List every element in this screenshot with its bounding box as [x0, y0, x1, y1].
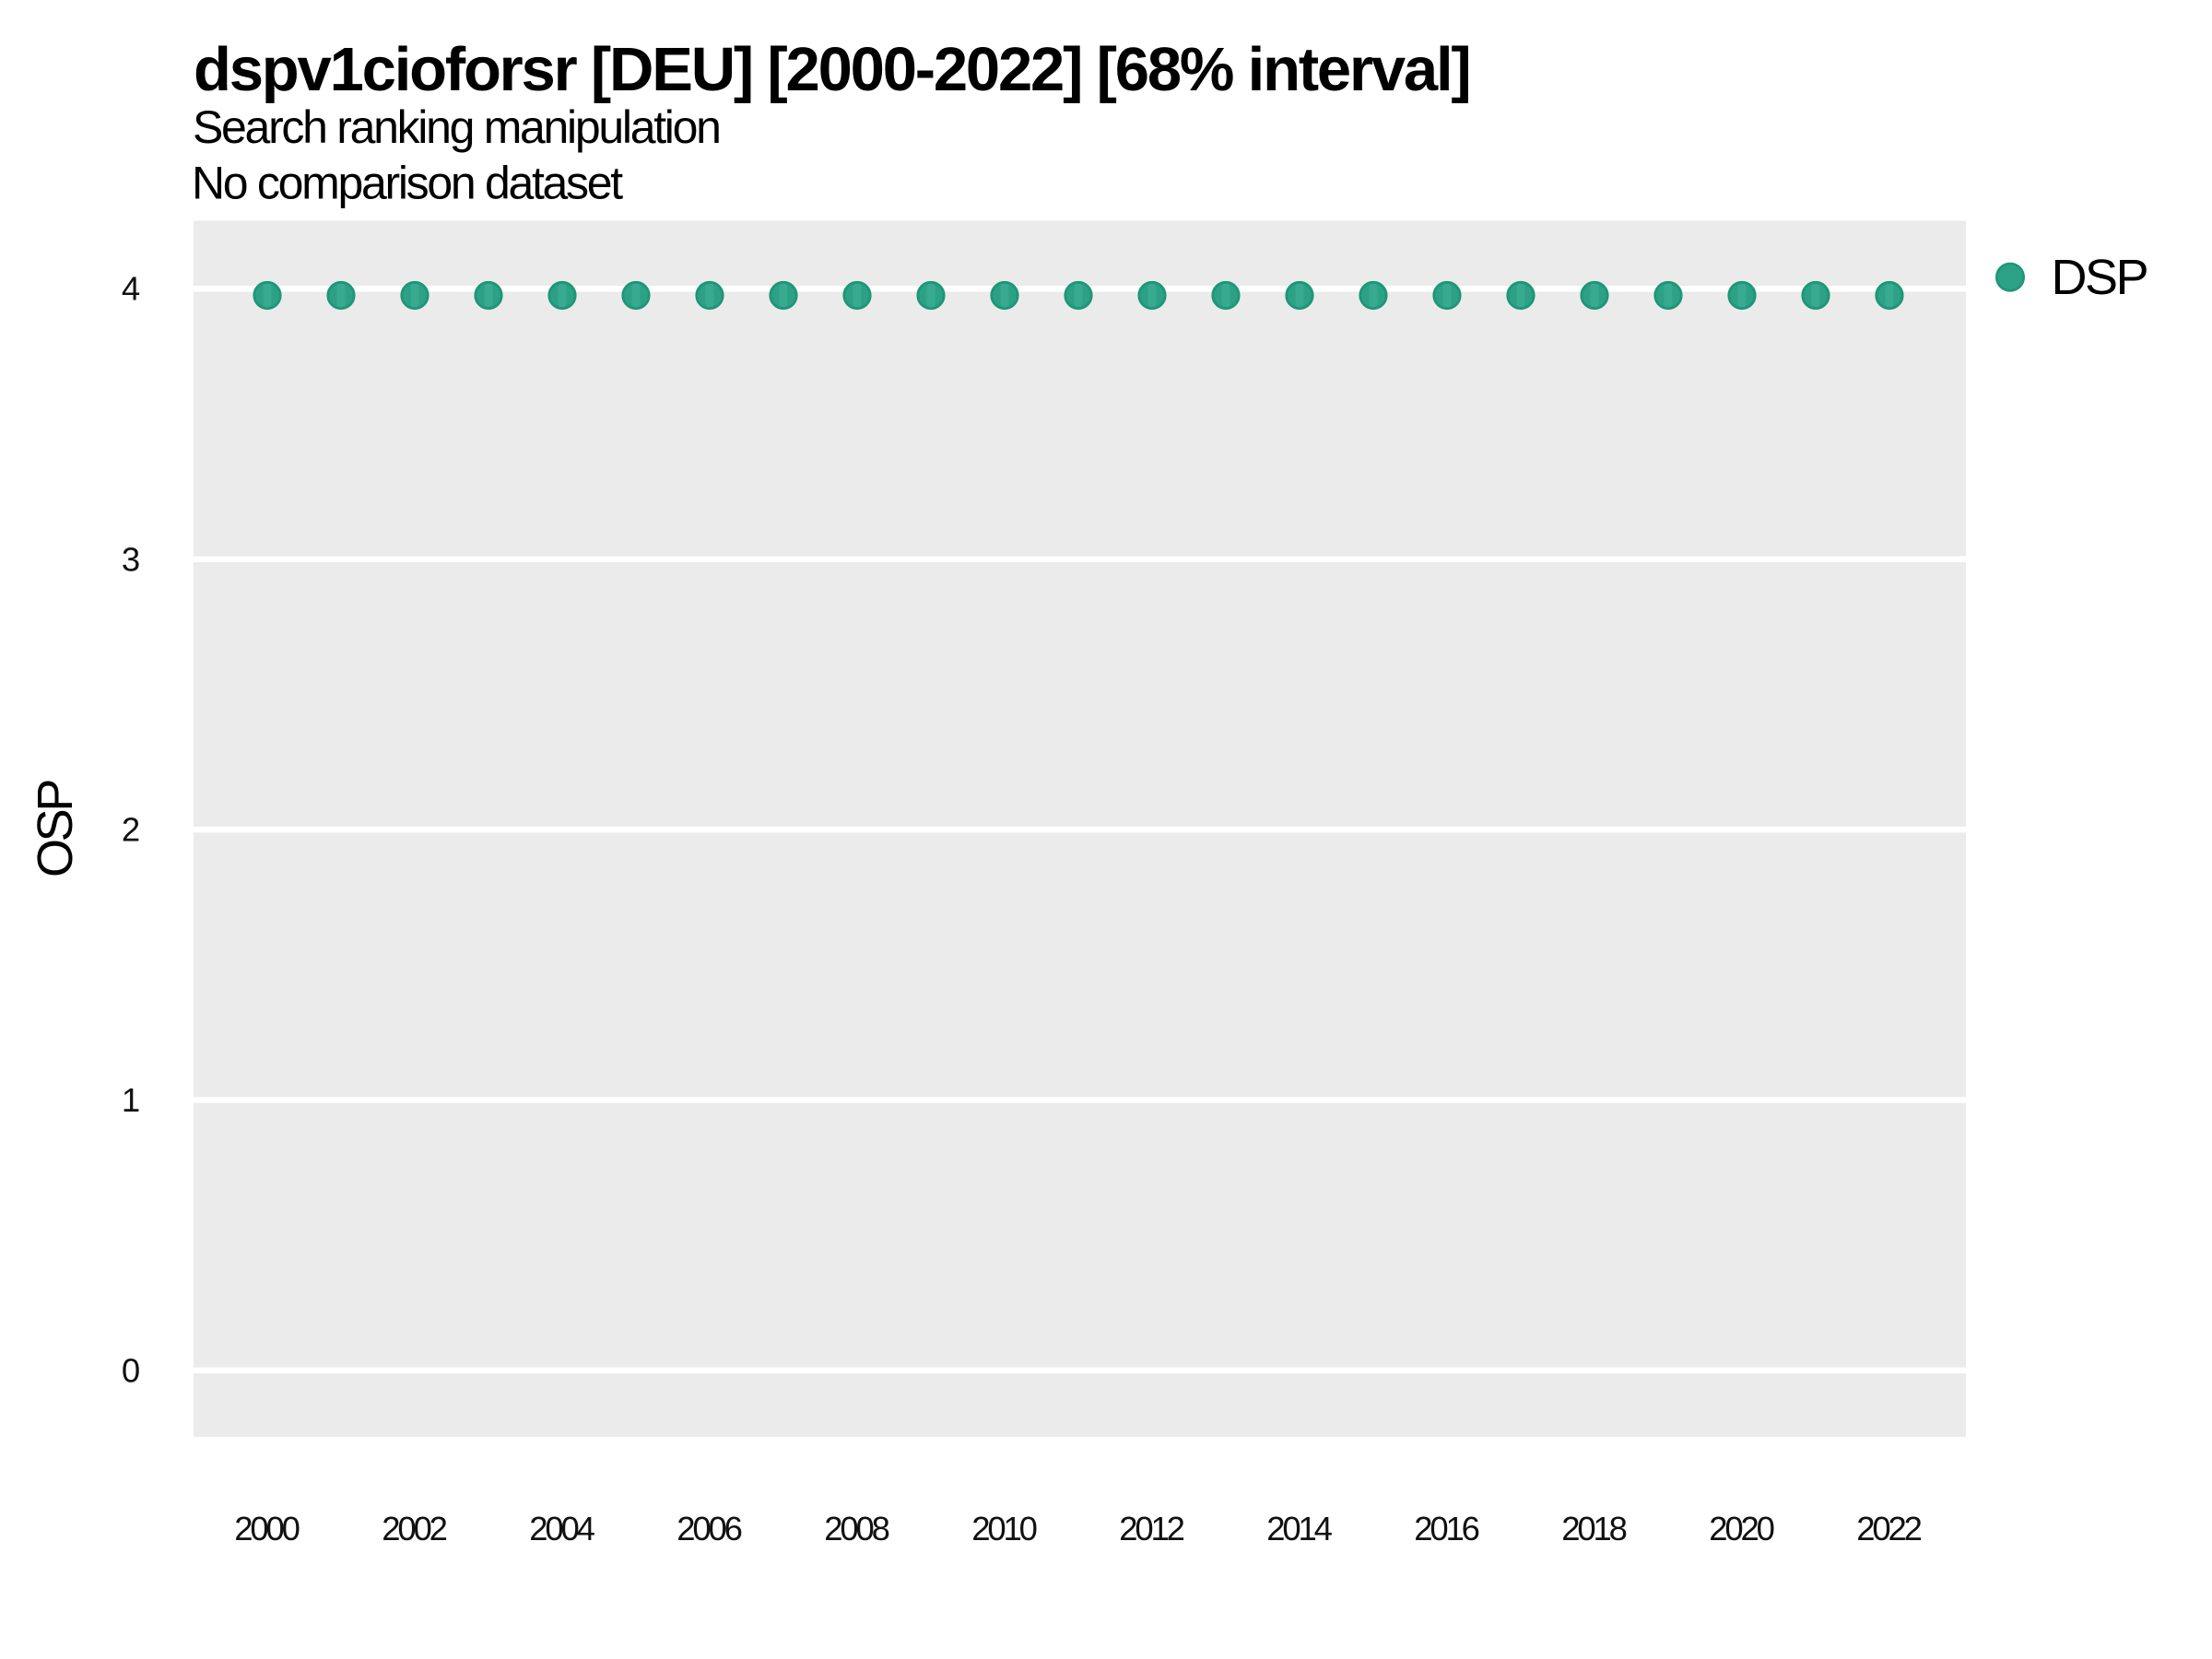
svg-text:3: 3	[122, 540, 139, 578]
svg-text:dspv1cioforsr [DEU] [2000-2022: dspv1cioforsr [DEU] [2000-2022] [68% int…	[194, 35, 1470, 104]
svg-text:2014: 2014	[1266, 1510, 1332, 1547]
svg-text:Search ranking manipulation: Search ranking manipulation	[193, 101, 720, 153]
svg-text:2016: 2016	[1414, 1510, 1478, 1547]
svg-text:4: 4	[122, 270, 140, 308]
svg-text:0: 0	[122, 1351, 139, 1389]
svg-text:No comparison dataset: No comparison dataset	[192, 158, 623, 209]
svg-text:2004: 2004	[529, 1510, 594, 1547]
svg-text:2022: 2022	[1856, 1510, 1921, 1547]
svg-text:2000: 2000	[234, 1510, 299, 1547]
svg-text:2020: 2020	[1709, 1510, 1773, 1547]
svg-text:2008: 2008	[824, 1510, 888, 1547]
svg-text:OSP: OSP	[28, 781, 83, 877]
svg-text:2018: 2018	[1561, 1510, 1626, 1547]
svg-text:2: 2	[122, 811, 139, 849]
svg-text:1: 1	[122, 1081, 139, 1119]
svg-text:DSP: DSP	[2052, 250, 2147, 305]
svg-text:2012: 2012	[1119, 1510, 1183, 1547]
svg-text:2002: 2002	[382, 1510, 446, 1547]
svg-text:2006: 2006	[677, 1510, 741, 1547]
svg-text:2010: 2010	[971, 1510, 1036, 1547]
